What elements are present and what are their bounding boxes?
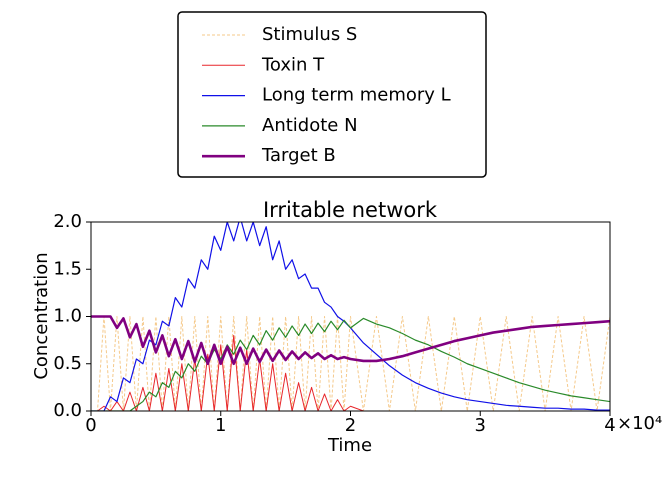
series-line: [91, 315, 610, 366]
x-axis-label: Time: [327, 435, 372, 456]
legend-label: Toxin T: [261, 54, 325, 75]
y-axis-label: Concentration: [31, 252, 52, 379]
y-tick-label: 0.0: [53, 400, 82, 421]
chart-title: Irritable network: [263, 198, 438, 222]
x-tick-label: 0: [85, 415, 96, 436]
y-tick-label: 1.5: [53, 258, 82, 279]
x-tick-label: 3: [475, 415, 486, 436]
x-tick-label: 2: [345, 415, 356, 436]
series-line: [91, 317, 610, 411]
series-line: [91, 334, 610, 411]
series-line: [91, 316, 610, 411]
legend-label: Target B: [261, 145, 336, 166]
x-tick-label: 4: [604, 415, 615, 436]
y-tick-label: 0.5: [53, 353, 82, 374]
x-tick-label: 1: [215, 415, 226, 436]
legend-box: [177, 11, 487, 178]
plot-lines: [91, 222, 610, 411]
series-line: [91, 222, 610, 411]
legend-label: Antidote N: [262, 115, 358, 136]
y-tick-label: 2.0: [53, 211, 82, 232]
y-tick-label: 1.0: [53, 306, 82, 327]
legend-label: Stimulus S: [262, 24, 357, 45]
legend-label: Long term memory L: [262, 85, 451, 106]
x-offset-text: ×10⁴: [617, 413, 662, 434]
